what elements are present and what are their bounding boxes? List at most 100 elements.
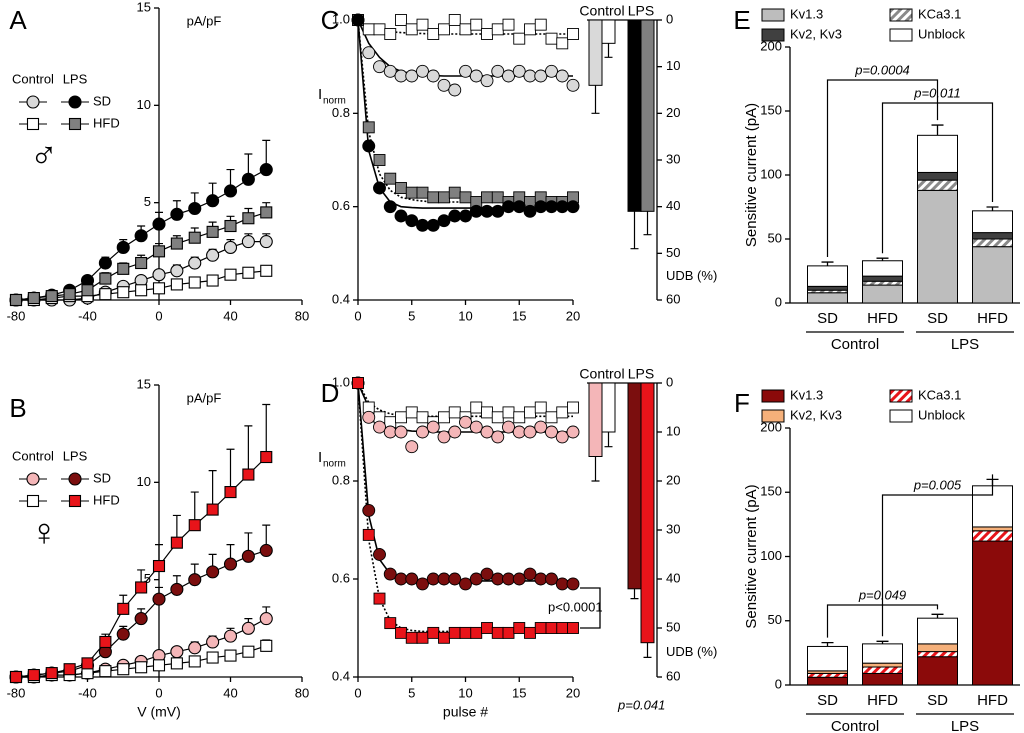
marker [152,217,166,231]
udb-bar [640,382,655,644]
x-tick-label: 15 [512,685,526,700]
bracket [881,474,994,637]
x-tick-label: HFD [977,310,1008,327]
marker [469,204,483,218]
marker [188,641,202,655]
marker [459,64,472,78]
marker [395,182,407,194]
marker [416,631,429,644]
marker [481,28,493,40]
y-tick-label: 150 [760,484,782,499]
legend-swatch [761,8,785,22]
udb-tick-label: 60 [666,668,680,683]
udb-error-bar [630,211,639,250]
marker [152,282,166,295]
x-tick-label: -40 [78,308,97,323]
marker [481,191,493,204]
marker [259,235,273,249]
bar-segment [972,238,1013,248]
marker [545,411,558,424]
marker [259,612,273,626]
marker [545,622,558,634]
x-tick-label: SD [927,310,948,327]
unit-label: pA/pF [187,13,222,28]
marker [188,655,201,668]
y-tick-label: 200 [760,38,782,53]
marker [242,645,255,658]
marker [152,659,166,672]
marker [416,18,429,31]
marker [242,468,255,481]
marker [223,557,238,571]
x-tick-label: HFD [867,692,898,709]
marker [459,23,472,36]
marker [437,430,451,444]
marker [567,622,579,634]
marker [502,572,515,586]
error-bar [931,124,944,136]
marker [555,577,569,591]
marker [383,425,397,439]
bar-segment [862,284,903,304]
marker [206,274,219,287]
marker [545,200,558,214]
udb-bar [627,382,642,590]
y-axis-label: Sensitive current (pA) [743,103,760,247]
x-tick-label: HFD [977,692,1008,709]
bar-segment [917,134,958,173]
bar-segment [807,676,848,686]
marker [481,622,493,634]
marker [480,74,494,88]
marker [394,209,408,223]
bar-segment [917,189,958,304]
marker [134,612,148,626]
legend-label: Unblock [918,26,965,41]
y-tick-label: 10 [137,474,151,489]
marker [426,218,440,232]
marker [384,172,397,185]
marker [448,406,461,419]
udb-bar [588,19,603,86]
legend-label: KCa3.1 [918,387,961,402]
legend-label: SD [93,93,111,108]
marker [469,572,483,586]
legend-marker [68,95,82,109]
marker [241,549,255,563]
legend-label: SD [93,470,111,485]
marker [45,290,58,303]
legend-header: LPS [63,448,88,463]
legend-swatch [889,389,913,403]
marker [448,186,461,199]
udb-tick-label: 50 [666,245,680,260]
udb-tick-label: 40 [666,570,680,585]
udb-tick-label: 40 [666,198,680,213]
marker [9,670,23,684]
udb-tick-label: 0 [666,11,673,26]
sex-symbol: ♂ [30,135,59,177]
marker [545,425,558,439]
marker [427,28,440,40]
udb-tick-label: 30 [666,151,680,166]
legend-swatch [761,28,785,42]
marker [384,28,397,40]
marker [116,240,130,254]
legend-label: Unblock [918,407,965,422]
marker [416,577,429,591]
marker [206,248,220,262]
marker [224,219,237,233]
marker [438,631,450,644]
bar-segment [862,643,903,664]
unit-label: pA/pF [187,390,222,405]
marker [405,440,419,454]
marker [259,163,273,177]
marker [523,69,537,83]
udb-error-bar [643,642,652,658]
marker [502,406,515,419]
marker [99,635,112,649]
legend-label: Kv1.3 [790,387,823,402]
y-tick-label: 0.8 [332,472,350,487]
udb-tick-label: 0 [666,374,673,389]
udb-tick-label: 10 [666,58,680,73]
legend-label: Kv1.3 [790,6,823,21]
marker [502,18,515,31]
